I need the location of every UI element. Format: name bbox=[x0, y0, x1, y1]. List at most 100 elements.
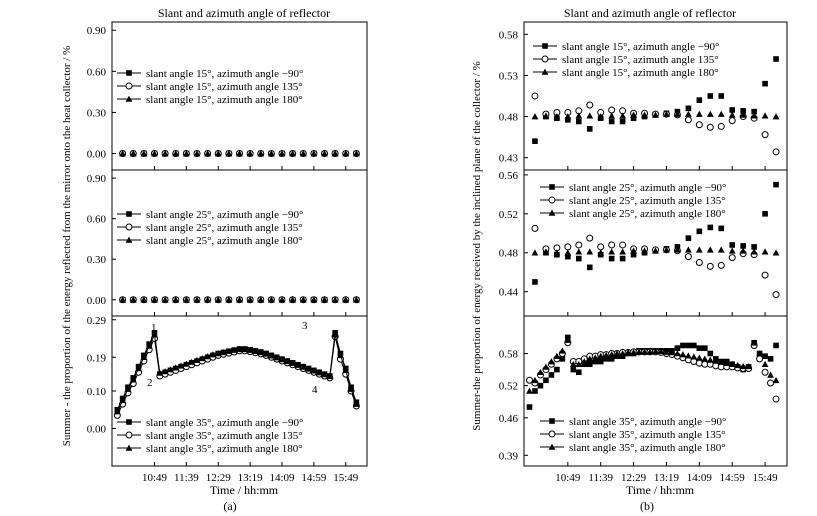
data-point bbox=[586, 112, 594, 119]
data-point bbox=[761, 131, 769, 139]
data-point bbox=[668, 349, 676, 356]
data-point bbox=[321, 371, 328, 378]
data-point bbox=[772, 249, 780, 256]
legend-marker bbox=[548, 443, 556, 450]
data-point bbox=[172, 150, 180, 157]
data-point bbox=[294, 361, 302, 368]
data-point bbox=[630, 111, 637, 118]
data-point bbox=[772, 395, 780, 403]
data-point bbox=[608, 356, 615, 362]
data-point bbox=[182, 296, 190, 303]
data-point bbox=[608, 248, 616, 255]
data-point bbox=[575, 369, 582, 376]
data-point bbox=[564, 243, 572, 251]
data-point bbox=[695, 246, 703, 253]
data-point bbox=[712, 357, 720, 364]
data-point bbox=[608, 351, 616, 358]
data-point bbox=[773, 56, 779, 62]
data-point bbox=[717, 122, 725, 130]
data-point bbox=[129, 296, 137, 303]
data-point bbox=[740, 108, 746, 114]
data-point bbox=[591, 354, 599, 361]
legend-label: slant angle 25°, azimuth angle 135° bbox=[146, 222, 303, 234]
data-point bbox=[772, 148, 780, 156]
data-point bbox=[695, 354, 703, 361]
data-point bbox=[728, 117, 736, 125]
data-point bbox=[575, 360, 583, 368]
y-tick-label: 0.52 bbox=[499, 381, 518, 393]
x-tick-label: 11:39 bbox=[174, 472, 199, 484]
right-title: Slant and azimuth angle of reflector bbox=[564, 6, 736, 20]
data-point bbox=[140, 296, 148, 303]
data-point bbox=[674, 246, 681, 253]
data-point bbox=[728, 111, 736, 118]
data-point bbox=[762, 211, 768, 217]
data-point bbox=[674, 110, 681, 117]
data-point bbox=[767, 371, 774, 378]
data-point bbox=[761, 248, 769, 255]
y-tick-label: 0.39 bbox=[499, 450, 519, 462]
data-point bbox=[630, 349, 637, 356]
data-point bbox=[257, 296, 265, 303]
legend-marker bbox=[548, 430, 556, 438]
legend-label: slant angle 15°, azimuth angle 180° bbox=[562, 67, 719, 79]
data-point bbox=[597, 113, 605, 120]
data-point bbox=[543, 377, 549, 384]
data-point bbox=[220, 348, 227, 356]
data-point bbox=[209, 351, 217, 358]
data-point bbox=[310, 296, 318, 303]
data-point bbox=[761, 271, 769, 279]
data-point bbox=[739, 111, 747, 118]
data-point bbox=[608, 106, 616, 114]
data-point bbox=[564, 113, 572, 120]
data-point bbox=[635, 348, 643, 355]
data-point bbox=[745, 362, 753, 370]
left-xlabel: Time / hh:mm bbox=[210, 483, 279, 497]
data-point bbox=[597, 249, 605, 256]
data-point bbox=[278, 356, 286, 363]
data-point bbox=[151, 296, 158, 303]
x-tick-label: 14:09 bbox=[269, 472, 295, 484]
x-tick-label: 15:49 bbox=[333, 472, 359, 484]
legend-label: slant angle 35°, azimuth angle −90° bbox=[569, 416, 726, 428]
data-point bbox=[161, 150, 169, 157]
data-point bbox=[315, 369, 323, 376]
data-point bbox=[685, 105, 692, 112]
data-point bbox=[772, 291, 780, 299]
data-point bbox=[592, 358, 599, 365]
annotation-1: 1 bbox=[151, 322, 157, 334]
data-point bbox=[580, 358, 588, 365]
data-point bbox=[532, 279, 538, 285]
data-point bbox=[619, 255, 626, 262]
data-point bbox=[717, 261, 725, 269]
data-point bbox=[684, 352, 692, 359]
data-point bbox=[289, 150, 297, 157]
data-point bbox=[575, 118, 582, 125]
data-point bbox=[532, 138, 538, 145]
legend-label: slant angle 35°, azimuth angle 135° bbox=[569, 429, 726, 441]
y-tick-label: 0.29 bbox=[87, 315, 107, 327]
data-point bbox=[728, 360, 736, 368]
data-point bbox=[690, 353, 698, 360]
data-point bbox=[750, 339, 758, 346]
x-tick-label: 13:19 bbox=[238, 472, 264, 484]
data-point bbox=[586, 234, 594, 242]
y-tick-label: 0.56 bbox=[499, 170, 519, 182]
data-point bbox=[129, 376, 137, 383]
data-point bbox=[575, 248, 583, 255]
data-point bbox=[236, 296, 243, 303]
data-point bbox=[310, 150, 318, 157]
data-point bbox=[352, 400, 360, 407]
data-point bbox=[641, 247, 648, 254]
data-point bbox=[331, 331, 339, 338]
y-tick-label: 0.46 bbox=[499, 413, 519, 425]
y-tick-label: 0.58 bbox=[499, 349, 519, 361]
data-point bbox=[547, 358, 555, 365]
data-point bbox=[342, 366, 350, 374]
legend-label: slant angle 35°, azimuth angle 135° bbox=[146, 430, 303, 442]
data-point bbox=[597, 358, 604, 365]
data-point bbox=[756, 350, 764, 357]
data-point bbox=[177, 362, 185, 369]
data-point bbox=[542, 248, 550, 255]
data-point bbox=[706, 356, 714, 363]
